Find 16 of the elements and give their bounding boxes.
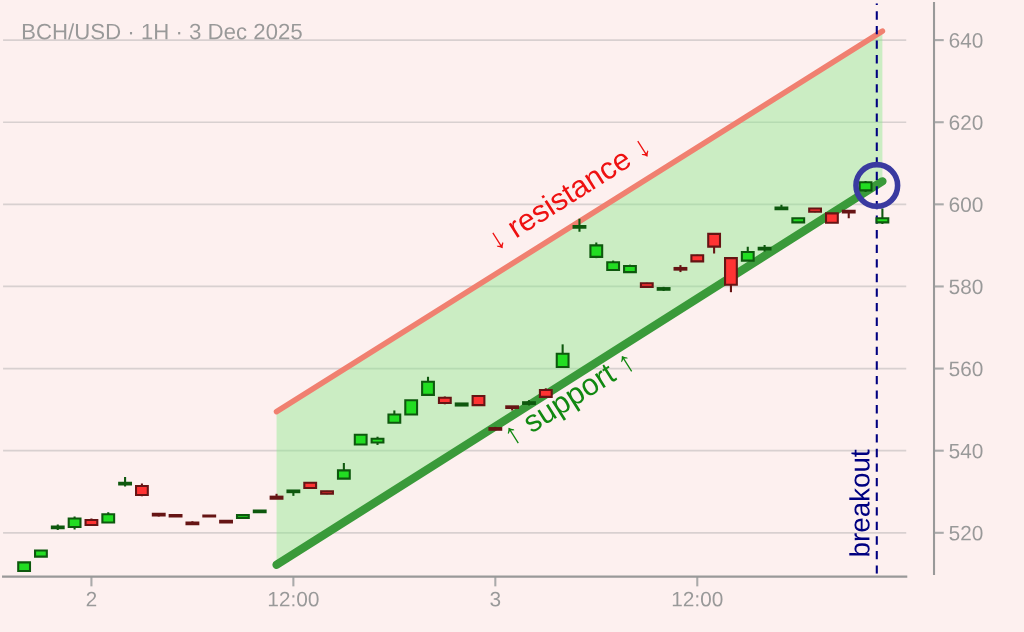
x-tick-label: 2 xyxy=(86,591,97,607)
x-tick-label: 12:00 xyxy=(672,591,723,607)
x-tick-label: 12:00 xyxy=(268,591,319,607)
text: BCH/USD · 1H · 3 Dec 2025 xyxy=(22,23,302,40)
y-tick-label: 620 xyxy=(949,115,983,130)
y-tick-label: 520 xyxy=(949,525,983,541)
y-tick-label: 540 xyxy=(949,443,983,459)
x-tick-label: 3 xyxy=(490,591,501,607)
y-tick-label: 560 xyxy=(949,361,983,377)
candlestick xyxy=(421,375,435,396)
ref-line-label: breakout xyxy=(849,449,870,556)
y-tick-label: 600 xyxy=(949,197,983,213)
y-tick-label: 580 xyxy=(949,279,983,295)
y-tick-label: 640 xyxy=(949,33,983,48)
candlestick xyxy=(707,232,722,255)
candlestick xyxy=(572,217,587,233)
